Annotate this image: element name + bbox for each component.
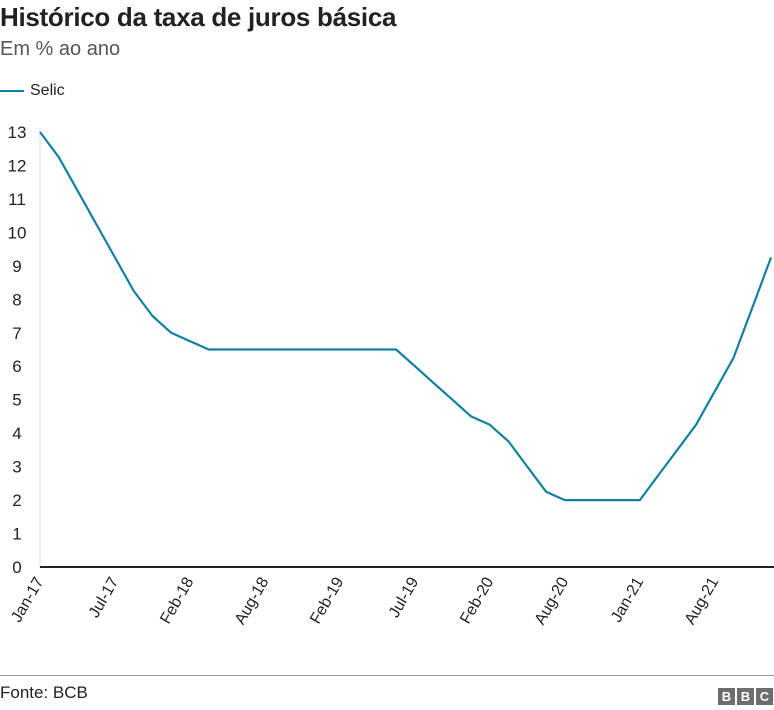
selic-series-line [39, 131, 773, 502]
chart-title: Histórico da taxa de juros básica [0, 2, 397, 32]
x-tick-label: Aug-21 [682, 574, 723, 627]
chart-subtitle: Em % ao ano [0, 38, 121, 60]
source-note: Fonte: BCB [0, 683, 88, 702]
x-tick-label: Jul-19 [386, 574, 423, 620]
x-tick-label: Jan-17 [8, 574, 47, 625]
y-tick-label: 10 [8, 223, 27, 242]
y-tick-label: 6 [12, 357, 21, 376]
x-tick-label: Aug-20 [532, 574, 573, 627]
x-tick-label: Feb-20 [457, 574, 497, 626]
x-tick-label: Feb-19 [307, 574, 347, 626]
y-tick-label: 9 [12, 257, 21, 276]
x-tick-label: Aug-18 [232, 574, 273, 627]
y-tick-label: 5 [12, 391, 21, 410]
y-tick-label: 1 [12, 525, 21, 544]
x-tick-label: Feb-18 [157, 574, 197, 626]
x-tick-label: Jul-17 [86, 574, 123, 620]
legend-swatch [0, 90, 24, 92]
y-tick-label: 2 [12, 491, 21, 510]
y-tick-label: 4 [12, 424, 21, 443]
y-tick-label: 11 [8, 190, 26, 209]
y-tick-label: 0 [12, 558, 21, 577]
y-tick-label: 8 [12, 290, 21, 309]
y-tick-label: 12 [8, 156, 27, 175]
footer-divider [0, 675, 774, 676]
y-tick-label: 13 [8, 123, 27, 142]
x-tick-label: Jan-21 [608, 574, 647, 625]
legend-label: Selic [30, 82, 65, 99]
legend: Selic [0, 82, 65, 100]
y-tick-label: 3 [12, 458, 21, 477]
y-tick-label: 7 [12, 324, 21, 343]
